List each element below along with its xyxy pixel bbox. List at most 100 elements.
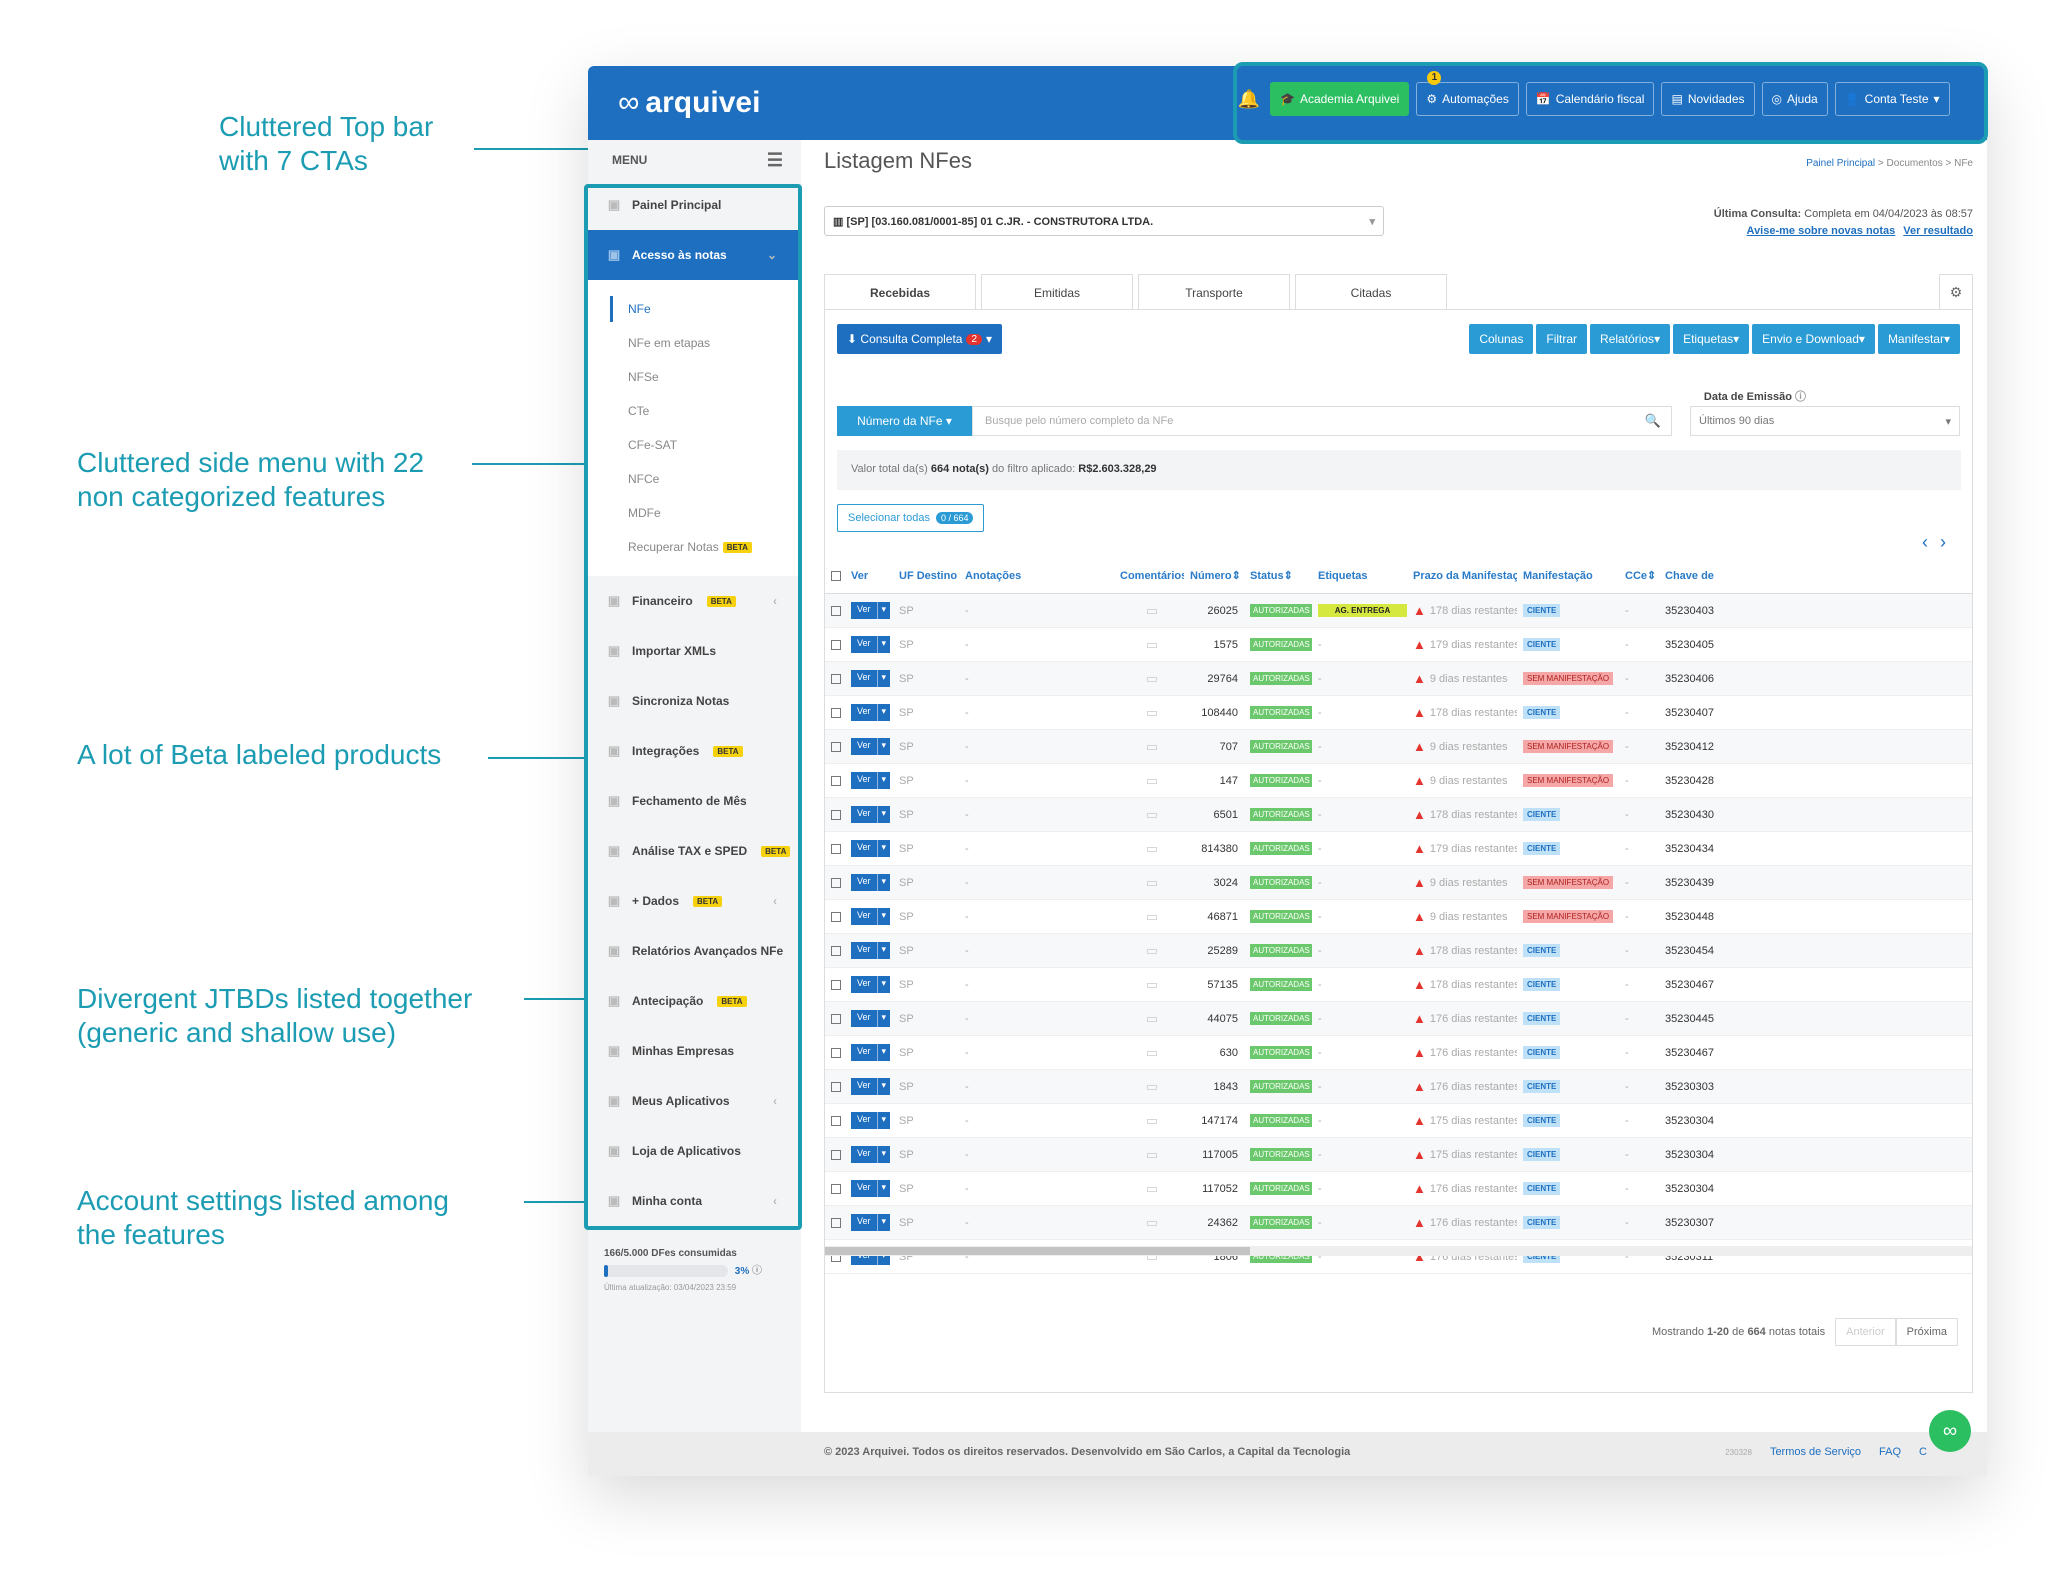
tab-emitidas[interactable]: Emitidas (981, 274, 1133, 310)
row-checkbox[interactable] (831, 1115, 841, 1126)
search-field-dropdown[interactable]: Número da NFe ▾ (837, 406, 972, 436)
select-all-button[interactable]: Selecionar todas 0 / 664 (837, 504, 985, 532)
ver-button[interactable]: Ver▾ (851, 1112, 891, 1129)
sidebar-item-rest-12[interactable]: ▣ Minha conta ‹ (588, 1176, 801, 1226)
table-cell[interactable] (825, 1138, 845, 1171)
table-cell[interactable] (825, 1002, 845, 1035)
submenu-item-3[interactable]: CTe (588, 394, 801, 428)
chevron-right-icon[interactable]: › (1940, 532, 1958, 552)
row-checkbox[interactable] (831, 775, 841, 786)
row-checkbox[interactable] (831, 707, 841, 718)
chevron-left-icon[interactable]: ‹ (1922, 532, 1940, 552)
table-cell[interactable] (825, 696, 845, 729)
column-header[interactable]: Número ⇕ (1184, 558, 1244, 593)
consulta-completa-button[interactable]: ⬇ Consulta Completa 2 ▾ (837, 324, 1003, 354)
column-header[interactable]: Status ⇕ (1244, 558, 1312, 593)
submenu-item-1[interactable]: NFe em etapas (588, 326, 801, 360)
table-cell[interactable] (825, 1172, 845, 1205)
terms-link[interactable]: Termos de Serviço (1769, 1446, 1862, 1458)
comment-icon[interactable]: ▭ (1145, 636, 1159, 652)
column-header[interactable]: CCe ⇕ (1619, 558, 1659, 593)
comment-icon[interactable]: ▭ (1145, 1180, 1159, 1196)
table-cell[interactable] (825, 1070, 845, 1103)
ver-resultado-link[interactable]: Ver resultado (1903, 225, 1973, 237)
automacoes-button[interactable]: 1 ⚙ Automações (1416, 71, 1519, 116)
table-cell[interactable] (825, 730, 845, 763)
row-checkbox[interactable] (831, 979, 841, 990)
comment-icon[interactable]: ▭ (1145, 1214, 1159, 1230)
ver-button[interactable]: Ver▾ (851, 602, 891, 619)
comment-icon[interactable]: ▭ (1145, 806, 1159, 822)
table-cell[interactable] (825, 832, 845, 865)
sidebar-item-top-0[interactable]: ▣ Painel Principal (588, 180, 801, 230)
comment-icon[interactable]: ▭ (1145, 1010, 1159, 1026)
column-header[interactable]: Prazo da Manifestação (1407, 558, 1517, 593)
row-checkbox[interactable] (831, 945, 841, 956)
row-checkbox[interactable] (831, 639, 841, 650)
row-checkbox[interactable] (831, 1183, 841, 1194)
previous-page-button[interactable]: Anterior (1835, 1318, 1896, 1346)
comment-icon[interactable]: ▭ (1145, 1146, 1159, 1162)
ver-button[interactable]: Ver▾ (851, 1078, 891, 1095)
action-button-0[interactable]: Colunas (1469, 324, 1534, 354)
row-checkbox[interactable] (831, 741, 841, 752)
search-icon[interactable]: 🔍 (1644, 413, 1661, 428)
row-checkbox[interactable] (831, 673, 841, 684)
academia-button[interactable]: 🎓 Academia Arquivei (1270, 82, 1410, 116)
row-checkbox[interactable] (831, 809, 841, 820)
ajuda-button[interactable]: ◎ Ajuda (1761, 82, 1828, 116)
row-checkbox[interactable] (831, 877, 841, 888)
contact-link[interactable]: C (1919, 1446, 1927, 1458)
row-checkbox[interactable] (831, 1217, 841, 1228)
account-button[interactable]: 👤 Conta Teste ▾ (1834, 82, 1950, 116)
comment-icon[interactable]: ▭ (1145, 1078, 1159, 1094)
tab-recebidas[interactable]: Recebidas (824, 274, 976, 310)
comment-icon[interactable]: ▭ (1145, 942, 1159, 958)
row-checkbox[interactable] (831, 1013, 841, 1024)
ver-button[interactable]: Ver▾ (851, 908, 891, 925)
sidebar-item-top-1[interactable]: ▣ Acesso às notas ⌄ (588, 230, 801, 280)
checkbox[interactable] (831, 570, 841, 581)
submenu-item-0[interactable]: NFe (588, 292, 801, 326)
sidebar-item-rest-5[interactable]: ▣ Análise TAX e SPED BETA (588, 826, 801, 876)
bell-icon[interactable]: 🔔 (1237, 88, 1261, 109)
action-button-2[interactable]: Relatórios ▾ (1590, 324, 1671, 354)
column-header[interactable]: Etiquetas (1312, 558, 1407, 593)
comment-icon[interactable]: ▭ (1145, 976, 1159, 992)
date-range-select[interactable]: Últimos 90 dias ▾ (1690, 406, 1960, 436)
sidebar-item-rest-11[interactable]: ▣ Loja de Aplicativos (588, 1126, 801, 1176)
column-header[interactable]: UF Destino ⇕ (893, 558, 959, 593)
sidebar-item-rest-0[interactable]: ▣ Financeiro BETA ‹ (588, 576, 801, 626)
submenu-item-5[interactable]: NFCe (588, 462, 801, 496)
column-header[interactable]: Ver (845, 558, 893, 593)
table-cell[interactable] (825, 628, 845, 661)
scrollbar-thumb[interactable] (825, 1247, 1250, 1255)
faq-link[interactable]: FAQ (1879, 1446, 1902, 1458)
table-cell[interactable] (825, 798, 845, 831)
submenu-item-6[interactable]: MDFe (588, 496, 801, 530)
sidebar-item-rest-9[interactable]: ▣ Minhas Empresas (588, 1026, 801, 1076)
next-page-button[interactable]: Próxima (1895, 1318, 1958, 1346)
ver-button[interactable]: Ver▾ (851, 636, 891, 653)
row-checkbox[interactable] (831, 911, 841, 922)
ver-button[interactable]: Ver▾ (851, 1044, 891, 1061)
tab-transporte[interactable]: Transporte (1138, 274, 1290, 310)
table-cell[interactable] (825, 764, 845, 797)
submenu-item-7[interactable]: Recuperar Notas BETA (588, 530, 801, 564)
comment-icon[interactable]: ▭ (1145, 738, 1159, 754)
hamburger-icon[interactable]: ☰ (766, 149, 783, 170)
table-cell[interactable] (825, 934, 845, 967)
ver-button[interactable]: Ver▾ (851, 1214, 891, 1231)
comment-icon[interactable]: ▭ (1145, 772, 1159, 788)
column-header[interactable]: Anotações (959, 558, 1114, 593)
table-cell[interactable] (825, 866, 845, 899)
comment-icon[interactable]: ▭ (1145, 602, 1159, 618)
table-cell[interactable] (825, 662, 845, 695)
sidebar-item-rest-7[interactable]: ▣ Relatórios Avançados NFe (588, 926, 801, 976)
novidades-button[interactable]: ▤ Novidades (1661, 82, 1755, 116)
column-header[interactable]: Chave de a (1659, 558, 1714, 593)
submenu-item-4[interactable]: CFe-SAT (588, 428, 801, 462)
comment-icon[interactable]: ▭ (1145, 840, 1159, 856)
sidebar-item-rest-4[interactable]: ▣ Fechamento de Mês (588, 776, 801, 826)
ver-button[interactable]: Ver▾ (851, 942, 891, 959)
